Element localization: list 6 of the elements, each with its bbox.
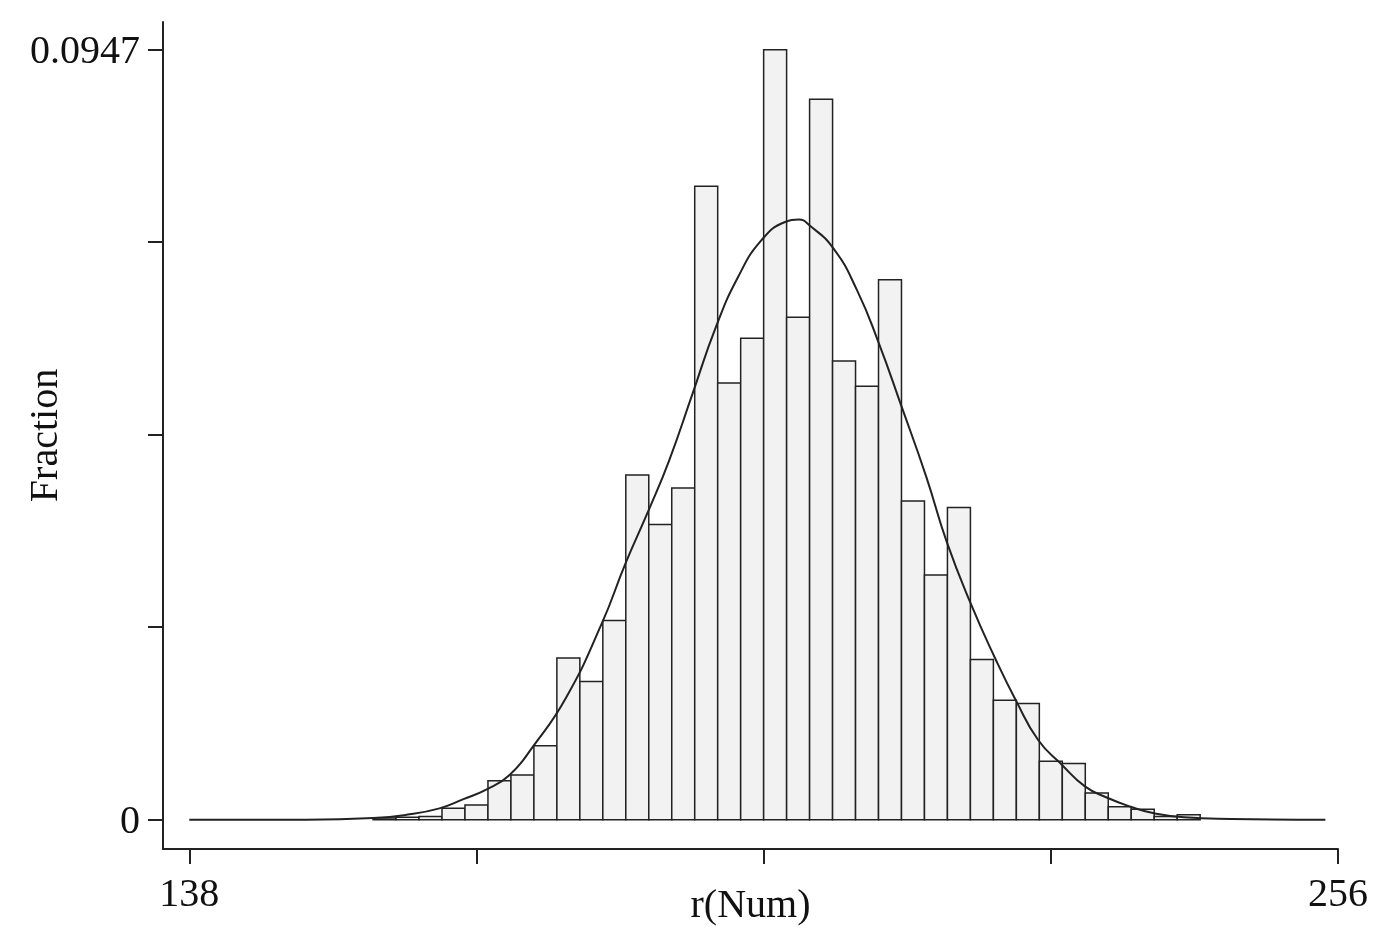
y-tick-label: 0.0947 [30,27,140,73]
x-axis-title: r(Num) [690,880,811,926]
x-tick-label: 256 [1308,869,1368,915]
y-tick-label: 0 [120,797,140,843]
y-axis-title: Fraction [20,368,66,503]
x-tick-label: 138 [159,869,220,915]
